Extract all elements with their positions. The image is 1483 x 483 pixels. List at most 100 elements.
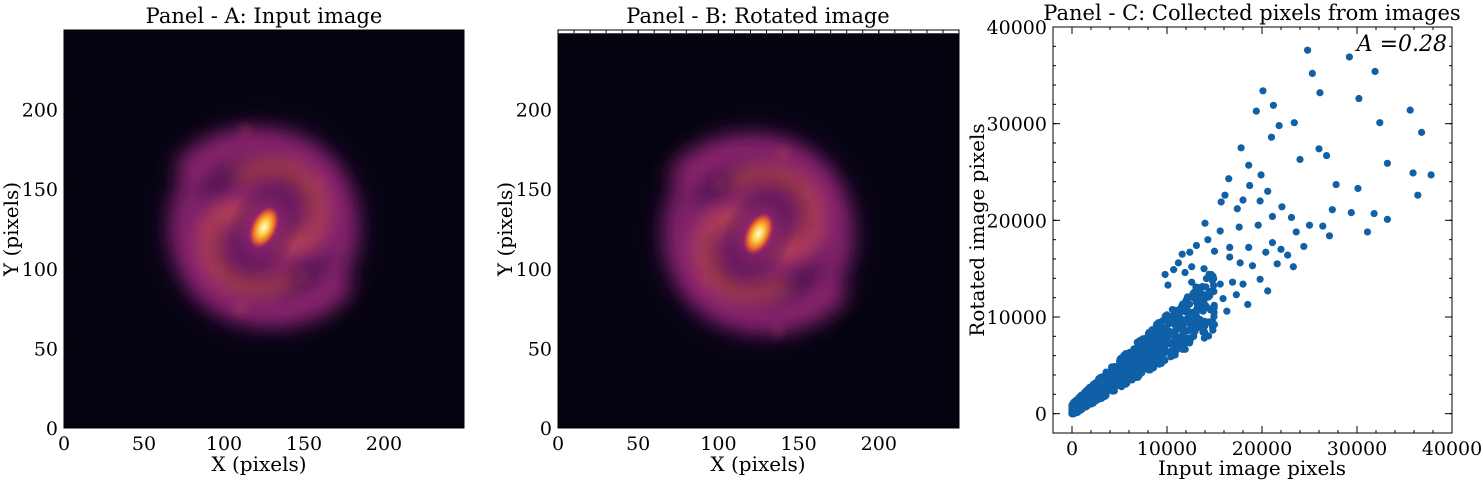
scatter-point [1406, 106, 1414, 114]
scatter-point [1174, 259, 1182, 267]
scatter-point [1131, 348, 1139, 356]
scatter-point [1216, 280, 1224, 288]
scatter-point [1178, 302, 1186, 310]
scatter-point [1256, 197, 1264, 205]
scatter-point [1138, 337, 1146, 345]
scatter-point [1204, 236, 1212, 244]
scatter-point [1268, 238, 1277, 247]
panel-a-y-tick-label: 150 [22, 179, 58, 201]
panel-b-frame [557, 29, 960, 429]
scatter-point [1147, 338, 1155, 346]
scatter-point [1159, 328, 1168, 337]
scatter-point [1418, 128, 1426, 136]
panel-b-x-tick-label: 150 [780, 433, 816, 455]
scatter-point [1287, 213, 1296, 222]
scatter-point [1137, 346, 1145, 354]
scatter-point [1370, 209, 1378, 218]
scatter-point [1177, 335, 1185, 343]
panel-a-y-tick-label: 100 [22, 259, 58, 281]
panel-b-y-tick-label: 50 [528, 338, 552, 360]
scatter-point [1110, 362, 1118, 371]
scatter-point [1188, 278, 1196, 286]
scatter-point [1233, 205, 1241, 213]
scatter-point [1202, 275, 1210, 283]
scatter-point [1273, 260, 1281, 268]
scatter-point [1161, 270, 1169, 279]
panel-a-xlabel: X (pixels) [211, 452, 306, 476]
scatter-point [1355, 94, 1363, 103]
panel-c-y-tick-label: 0 [1035, 404, 1047, 426]
scatter-point [1188, 263, 1196, 271]
scatter-point [1228, 278, 1237, 286]
scatter-point [1325, 232, 1334, 240]
scatter-point [1192, 313, 1200, 322]
scatter-point [1193, 292, 1201, 300]
panel-c-title: Panel - C: Collected pixels from images [1043, 1, 1460, 25]
panel-b-ylabel: Y (pixels) [493, 182, 517, 277]
scatter-point [1232, 291, 1240, 299]
scatter-point [1171, 351, 1179, 359]
panel-b-y-tick-label: 100 [516, 259, 552, 281]
scatter-point [1210, 301, 1218, 309]
scatter-point [1170, 266, 1178, 274]
scatter-point [1128, 376, 1136, 384]
panel-c-y-tick-label: 40000 [987, 17, 1047, 39]
scatter-point [1117, 382, 1125, 390]
scatter-point [1073, 408, 1081, 416]
scatter-point [1217, 198, 1225, 206]
panel-c-y-tick-label: 10000 [987, 307, 1047, 329]
scatter-point [1363, 228, 1372, 236]
scatter-point [1110, 386, 1118, 395]
scatter-point [1267, 133, 1276, 141]
scatter-point [1126, 361, 1135, 370]
scatter-point [1300, 242, 1308, 251]
scatter-point [1244, 300, 1252, 309]
scatter-point [1308, 69, 1316, 77]
panel-c-xlabel: Input image pixels [1158, 456, 1346, 480]
scatter-point [1200, 265, 1208, 273]
scatter-point [1409, 169, 1417, 177]
scatter-point [1172, 344, 1181, 352]
scatter-point [1082, 403, 1090, 411]
scatter-point [1239, 280, 1247, 288]
scatter-point [1208, 271, 1216, 280]
scatter-point [1115, 368, 1123, 376]
scatter-point [1259, 87, 1267, 95]
scatter-point [1316, 89, 1324, 97]
panel-b-image [558, 33, 959, 431]
scatter-point [1292, 228, 1300, 236]
scatter-point [1226, 243, 1234, 251]
scatter-point [1383, 215, 1391, 223]
scatter-point [1109, 381, 1117, 389]
scatter-point [1245, 243, 1253, 251]
panel-b-x-tick-label: 0 [552, 433, 564, 455]
panel-a-ticks: 0 50 100 150 200 0 50 100 150 200 [22, 29, 465, 455]
scatter-point [1237, 144, 1245, 152]
scatter-point [1304, 46, 1312, 54]
scatter-point [1269, 101, 1277, 109]
scatter-point [1264, 187, 1272, 195]
scatter-point [1101, 386, 1109, 394]
scatter-point [1089, 383, 1097, 391]
scatter-point [1206, 292, 1214, 300]
scatter-point [1187, 322, 1195, 330]
panel-b-y-tick-label: 150 [516, 179, 552, 201]
scatter-point [1354, 184, 1362, 193]
scatter-point [1323, 151, 1331, 160]
panel-a-x-tick-label: 100 [206, 433, 242, 455]
scatter-point [1278, 203, 1286, 211]
scatter-point [1427, 171, 1435, 179]
panel-b-x-tick-label: 100 [700, 433, 736, 455]
panel-c-y-tick-label: 30000 [987, 114, 1047, 136]
scatter-point [1202, 283, 1210, 291]
scatter-point [1078, 397, 1086, 405]
scatter-point [1192, 283, 1200, 291]
scatter-point [1181, 268, 1189, 277]
scatter-point [1284, 251, 1292, 259]
scatter-point [1277, 245, 1285, 253]
scatter-point [1149, 364, 1158, 372]
scatter-point [1226, 253, 1234, 261]
panel-c-x-tick-label: 0 [1066, 438, 1078, 460]
scatter-point [1184, 315, 1193, 323]
scatter-point [1192, 241, 1201, 250]
